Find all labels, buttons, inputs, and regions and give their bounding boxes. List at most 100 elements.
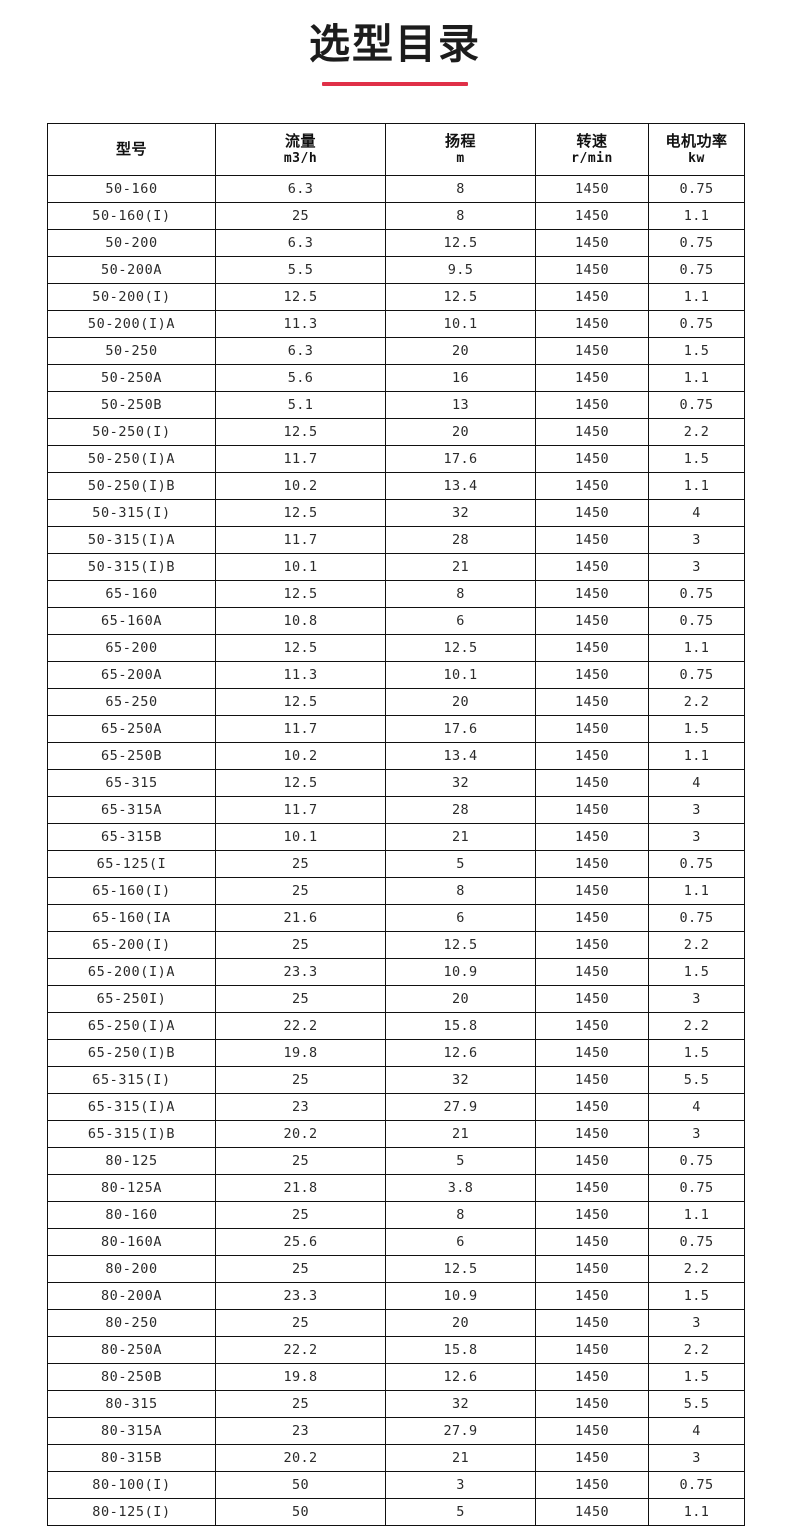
cell-value: 0.75 (648, 580, 745, 608)
table-row: 50-200 6.3 12.5 1450 0.75 (47, 229, 745, 257)
cell-value: 1450 (535, 1201, 649, 1229)
cell-value: 6 (385, 904, 536, 932)
cell-model: 65-250A (47, 715, 216, 743)
cell-value: 1450 (535, 499, 649, 527)
cell-value: 1.5 (648, 337, 745, 365)
table-row: 65-200(I)A 23.3 10.9 1450 1.5 (47, 958, 745, 986)
column-header-1: 流量 m3/h (215, 123, 386, 176)
cell-model: 50-250B (47, 391, 216, 419)
cell-value: 23 (215, 1417, 386, 1445)
cell-value: 25 (215, 877, 386, 905)
cell-value: 25 (215, 985, 386, 1013)
column-header-inner: 流量 m3/h (216, 132, 385, 167)
cell-value: 8 (385, 1201, 536, 1229)
table-row: 50-200(I) 12.5 12.5 1450 1.1 (47, 283, 745, 311)
cell-model: 50-250(I)A (47, 445, 216, 473)
cell-model: 50-160 (47, 175, 216, 203)
cell-value: 0.75 (648, 1471, 745, 1499)
cell-model: 50-250A (47, 364, 216, 392)
cell-value: 1.1 (648, 634, 745, 662)
cell-model: 65-250(I)B (47, 1039, 216, 1067)
cell-value: 1450 (535, 607, 649, 635)
cell-value: 3 (648, 985, 745, 1013)
cell-value: 8 (385, 877, 536, 905)
cell-value: 5 (385, 1147, 536, 1175)
cell-value: 21 (385, 823, 536, 851)
cell-value: 1.5 (648, 958, 745, 986)
cell-value: 10.8 (215, 607, 386, 635)
cell-value: 6.3 (215, 175, 386, 203)
table-row: 80-200A 23.3 10.9 1450 1.5 (47, 1282, 745, 1310)
cell-model: 80-200 (47, 1255, 216, 1283)
table-row: 65-160(I) 25 8 1450 1.1 (47, 877, 745, 905)
column-header-inner: 电机功率 kw (649, 132, 744, 167)
cell-value: 3 (648, 823, 745, 851)
table-body: 50-160 6.3 8 1450 0.75 50-160(I) 25 8 1450 1.1 50-… (47, 175, 745, 1526)
table-row: 50-200A 5.5 9.5 1450 0.75 (47, 256, 745, 284)
cell-value: 32 (385, 499, 536, 527)
cell-model: 65-250 (47, 688, 216, 716)
cell-model: 50-315(I)B (47, 553, 216, 581)
cell-value: 3 (648, 1309, 745, 1337)
cell-value: 20 (385, 418, 536, 446)
cell-value: 1.1 (648, 1201, 745, 1229)
cell-value: 1450 (535, 877, 649, 905)
table-row: 80-315B 20.2 21 1450 3 (47, 1444, 745, 1472)
cell-value: 1450 (535, 1498, 649, 1526)
table-row: 80-250B 19.8 12.6 1450 1.5 (47, 1363, 745, 1391)
cell-value: 25 (215, 1390, 386, 1418)
column-header-2: 扬程 m (385, 123, 536, 176)
cell-value: 0.75 (648, 850, 745, 878)
cell-value: 1450 (535, 1336, 649, 1364)
column-header-unit: m3/h (283, 151, 318, 167)
cell-value: 25 (215, 931, 386, 959)
cell-value: 1450 (535, 472, 649, 500)
cell-value: 25 (215, 1066, 386, 1094)
cell-value: 1450 (535, 715, 649, 743)
cell-value: 23.3 (215, 1282, 386, 1310)
table-row: 65-315(I)B 20.2 21 1450 3 (47, 1120, 745, 1148)
cell-value: 1450 (535, 1147, 649, 1175)
cell-value: 13.4 (385, 472, 536, 500)
table-row: 65-250B 10.2 13.4 1450 1.1 (47, 742, 745, 770)
cell-model: 50-160(I) (47, 202, 216, 230)
cell-value: 10.9 (385, 958, 536, 986)
table-row: 65-315(I)A 23 27.9 1450 4 (47, 1093, 745, 1121)
cell-value: 21.6 (215, 904, 386, 932)
cell-model: 65-315(I)B (47, 1120, 216, 1148)
cell-value: 10.9 (385, 1282, 536, 1310)
table-row: 65-315(I) 25 32 1450 5.5 (47, 1066, 745, 1094)
cell-model: 80-200A (47, 1282, 216, 1310)
cell-model: 80-315B (47, 1444, 216, 1472)
cell-value: 1450 (535, 1363, 649, 1391)
cell-value: 1450 (535, 958, 649, 986)
cell-value: 1450 (535, 310, 649, 338)
cell-model: 80-160 (47, 1201, 216, 1229)
cell-value: 1450 (535, 553, 649, 581)
cell-model: 65-160(IA (47, 904, 216, 932)
table-row: 80-315 25 32 1450 5.5 (47, 1390, 745, 1418)
cell-value: 20 (385, 985, 536, 1013)
cell-value: 3.8 (385, 1174, 536, 1202)
cell-value: 1450 (535, 1282, 649, 1310)
cell-value: 25 (215, 1201, 386, 1229)
cell-value: 1450 (535, 175, 649, 203)
cell-value: 1450 (535, 1039, 649, 1067)
table-row: 65-315A 11.7 28 1450 3 (47, 796, 745, 824)
table-row: 65-125(I 25 5 1450 0.75 (47, 850, 745, 878)
cell-value: 1450 (535, 985, 649, 1013)
cell-value: 0.75 (648, 1228, 745, 1256)
cell-value: 12.5 (215, 634, 386, 662)
cell-model: 65-200(I)A (47, 958, 216, 986)
cell-value: 21 (385, 1444, 536, 1472)
table-row: 65-200(I) 25 12.5 1450 2.2 (47, 931, 745, 959)
cell-value: 0.75 (648, 256, 745, 284)
cell-value: 10.1 (385, 310, 536, 338)
cell-value: 2.2 (648, 1255, 745, 1283)
cell-value: 8 (385, 580, 536, 608)
cell-model: 65-250B (47, 742, 216, 770)
column-header-label: 扬程 (444, 131, 476, 150)
cell-value: 8 (385, 202, 536, 230)
cell-value: 5.1 (215, 391, 386, 419)
table-row: 80-250 25 20 1450 3 (47, 1309, 745, 1337)
